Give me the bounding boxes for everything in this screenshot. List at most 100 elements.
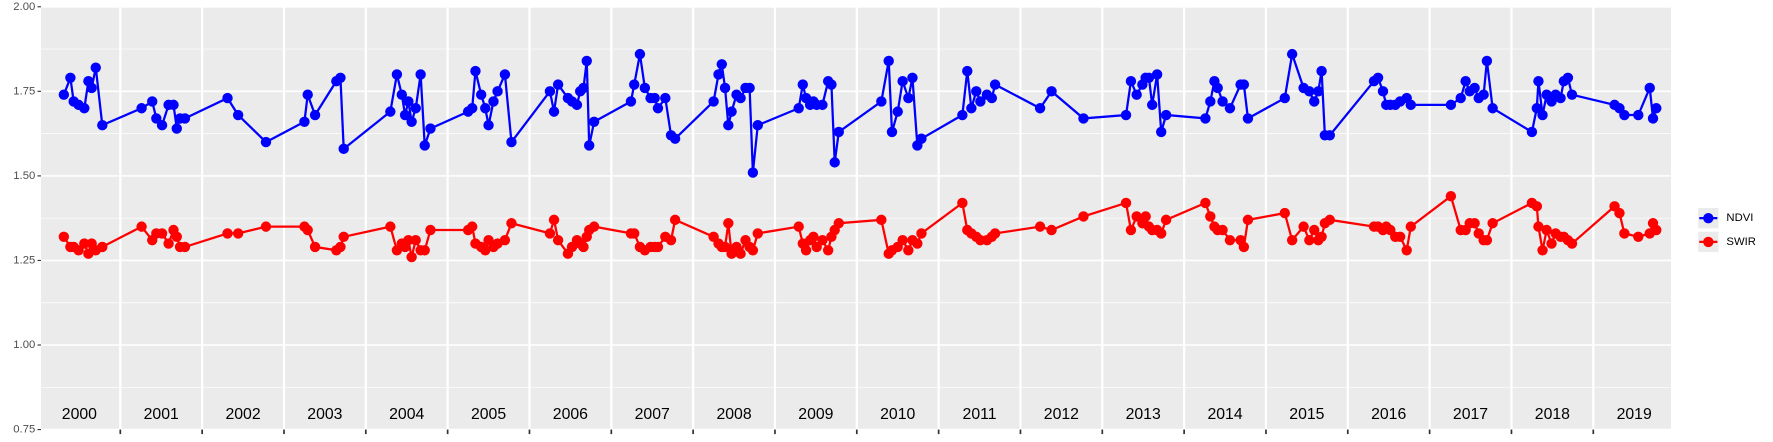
data-point [552,234,564,246]
data-point [829,157,840,168]
data-point [578,82,589,94]
legend: NDVI SWIR [1698,208,1756,253]
data-point [1394,231,1406,242]
data-point [1614,207,1625,219]
data-point [1633,109,1644,121]
data-point [480,245,491,256]
data-point [1279,207,1290,219]
data-point [1242,214,1254,226]
data-point [629,228,640,239]
data-point [406,116,417,127]
data-point [1541,224,1552,236]
data-point [391,69,403,80]
labels: 0.75 1.00 1.25 1.50 1.75 2.00 2000 2001 2002 2003… [13,1,1652,436]
data-point [1533,75,1544,87]
data-point [826,79,837,90]
data-point [1487,218,1498,229]
data-point [1156,126,1167,138]
data-point [499,69,511,80]
data-point [912,238,923,249]
data-point [309,241,321,253]
data-point [1633,231,1644,242]
data-point [669,214,681,226]
data-point [581,55,592,67]
data-point [1147,99,1158,111]
data-point [425,123,436,134]
data-point [415,69,426,80]
data-point [488,96,499,107]
data-point [876,96,887,107]
data-point [1555,92,1566,104]
data-point [90,62,101,73]
data-point [475,89,487,100]
data-point [735,92,746,104]
year-label: 2009 [798,406,833,423]
data-point [156,119,168,131]
data-point [669,133,681,144]
data-point [499,234,511,246]
data-point [1217,224,1228,236]
data-point [396,89,408,100]
data-point [232,109,244,121]
points [58,48,1662,263]
data-point [403,234,414,246]
data-point [588,116,600,127]
data-point [1034,221,1046,232]
data-point [989,79,1001,90]
data-point [752,228,763,239]
data-point [793,221,804,232]
data-point [833,218,844,229]
data-point [1537,245,1548,256]
data-point [492,86,503,97]
data-point [800,245,812,256]
data-point [1046,86,1057,97]
data-point [1566,238,1578,249]
y-tick-label: 0.75 [13,424,35,436]
data-point [886,126,898,138]
data-point [506,218,517,229]
year-label: 2010 [880,406,915,423]
data-point [1120,197,1132,209]
data-point [419,245,430,256]
data-point [1531,201,1543,212]
data-point [1526,126,1538,138]
data-point [1324,214,1335,226]
data-point [578,241,589,253]
data-point [1212,82,1223,94]
data-point [232,228,244,239]
data-point [584,140,595,151]
data-point [544,86,556,97]
year-label: 2013 [1126,406,1161,423]
data-point [65,72,76,84]
data-point [822,245,834,256]
year-label: 2015 [1289,406,1324,423]
year-label: 2011 [963,406,997,423]
legend-point [1703,236,1714,248]
data-point [97,119,108,131]
data-point [747,167,759,178]
data-point [1143,72,1155,84]
data-point [1313,86,1324,97]
data-point [989,228,1001,239]
data-point [1120,109,1132,121]
data-point [1151,69,1163,80]
data-point [548,214,560,226]
data-point [419,140,430,151]
data-point [79,103,90,114]
data-point [634,48,646,60]
data-point [1566,89,1578,100]
data-point [571,99,583,111]
year-label: 2007 [635,406,670,423]
data-point [1316,231,1327,242]
data-point [1131,89,1142,100]
data-point [399,109,411,121]
data-point [1562,72,1574,84]
data-point [916,228,927,239]
data-point [747,245,759,256]
data-point [335,72,346,84]
data-point [588,221,600,232]
grid [40,5,1672,431]
data-point [1469,82,1480,94]
year-label: 2005 [471,406,506,423]
data-point [892,106,903,117]
